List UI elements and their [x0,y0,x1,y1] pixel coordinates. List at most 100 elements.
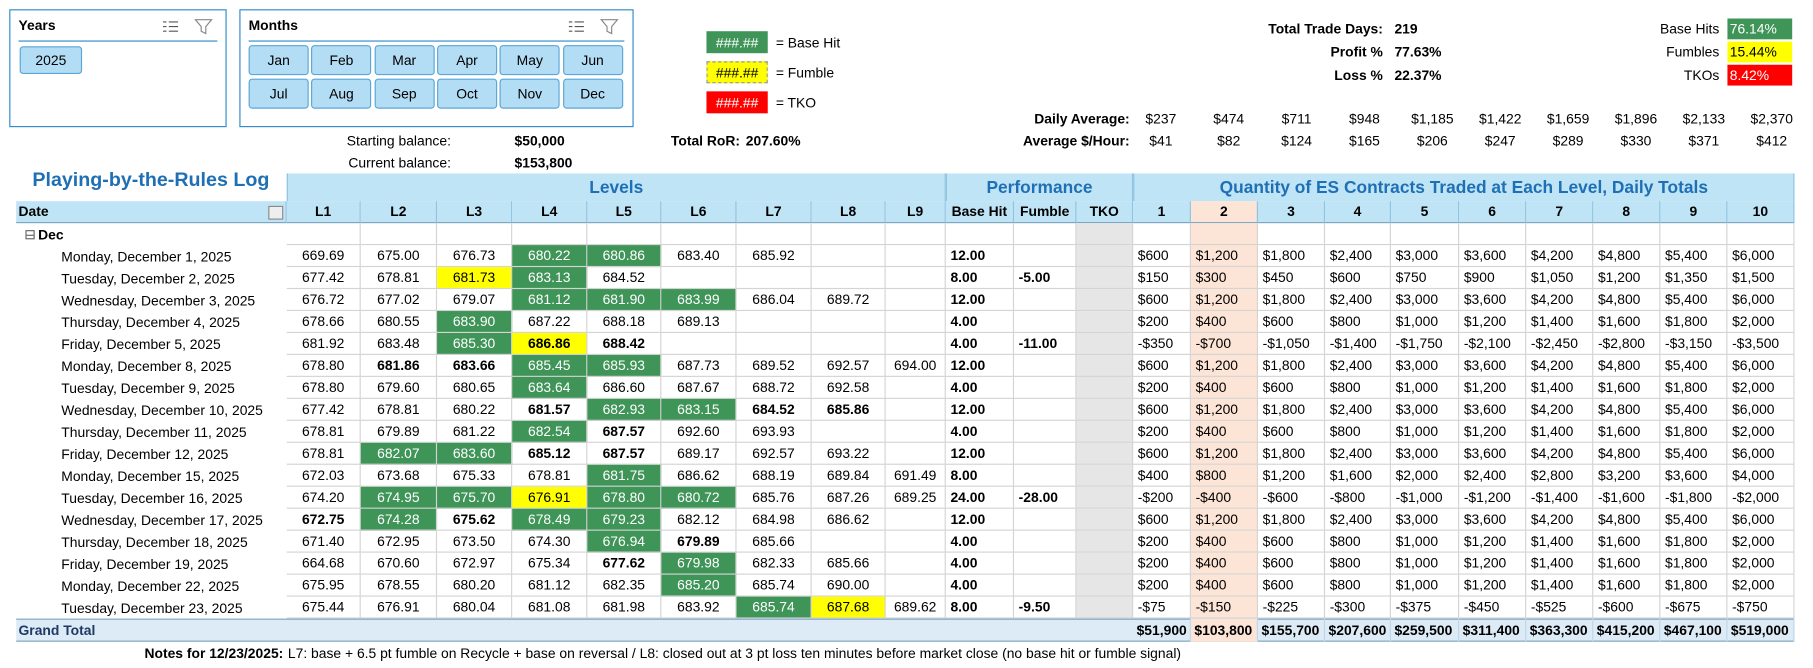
total-cell: -$350 [1133,333,1191,355]
total-cell: $2,000 [1727,376,1795,399]
level-cell: 672.97 [437,552,513,575]
level-cell: 681.86 [360,354,438,377]
level-cell: 672.75 [286,508,361,531]
performance-cell [1014,442,1077,465]
performance-cell [1076,574,1134,597]
total-cell: $600 [1258,420,1326,443]
row-date: Wednesday, December 17, 2025 [61,511,263,528]
filter-button[interactable] [268,205,284,220]
performance-cell [1014,311,1077,333]
notes-label: Notes for 12/23/2025: [144,645,284,662]
total-cell: $600 [1133,398,1191,421]
total-cell: $6,000 [1727,398,1795,421]
performance-cell: 12.00 [945,245,1015,268]
performance-cell [1076,508,1134,531]
slicer-button[interactable]: 2025 [19,46,83,74]
total-cell: $3,600 [1660,464,1728,487]
average-value: $330 [1620,132,1652,150]
level-cell: 664.68 [286,552,361,575]
total-cell: $400 [1190,311,1258,333]
slicer-button[interactable]: Sep [374,78,435,109]
level-cell: 682.93 [587,398,662,421]
level-cell [885,333,946,355]
total-cell: -$75 [1133,596,1191,619]
level-cell: 686.86 [512,333,588,355]
row-date: Monday, December 15, 2025 [61,467,240,484]
total-cell: $4,800 [1593,508,1661,531]
total-cell: -$200 [1133,486,1191,509]
performance-cell [1076,486,1134,509]
performance-cell [1076,354,1134,377]
performance-cell: 4.00 [945,333,1015,355]
total-cell: $900 [1459,267,1527,290]
slicer-button[interactable]: Jun [562,45,623,76]
row-date: Thursday, December 4, 2025 [61,313,240,331]
stat-value: 77.63% [1394,43,1442,61]
total-cell: $1,500 [1727,267,1795,290]
slicer-button[interactable]: Jul [248,78,309,109]
average-value: $412 [1756,132,1788,150]
column-header: Fumble [1014,201,1077,224]
total-cell: $1,800 [1258,398,1326,421]
stat-value: 219 [1394,20,1418,37]
level-cell: 683.15 [661,398,737,421]
level-cell: 683.99 [661,289,737,312]
grand-total-value: $415,200 [1593,618,1661,642]
column-header: L7 [736,201,812,224]
slicer-button[interactable]: Dec [562,78,623,109]
cell [1390,223,1460,246]
total-cell: $2,400 [1325,508,1391,531]
level-cell: 679.98 [661,552,737,575]
average-value: $2,133 [1682,111,1726,128]
level-cell [885,289,946,312]
average-value: $237 [1145,111,1177,128]
level-cell: 685.66 [811,552,886,575]
slicer-button[interactable]: Mar [374,45,435,76]
total-cell: -$1,200 [1459,486,1527,509]
total-cell: $1,200 [1190,442,1258,465]
level-cell: 689.13 [661,311,737,333]
level-cell: 680.55 [360,311,438,333]
slicer-button[interactable]: Feb [311,45,372,76]
slicer-button[interactable]: Oct [436,78,498,109]
legend-swatch: ###.## [706,61,768,84]
total-cell: $3,600 [1459,289,1527,312]
collapse-toggle[interactable] [25,230,35,240]
average-value: $41 [1149,132,1173,150]
level-cell: 683.92 [661,596,737,619]
slicer-button[interactable]: Jan [248,45,309,76]
slicer-button[interactable]: May [499,45,560,76]
total-cell: $2,000 [1390,464,1460,487]
level-cell: 687.68 [811,596,886,619]
level-cell: 678.66 [286,311,361,333]
total-cell: $600 [1133,289,1191,312]
performance-cell: 8.00 [945,267,1015,290]
total-cell: $600 [1258,530,1326,553]
level-cell [661,267,737,290]
slicer-button[interactable]: Nov [499,78,560,109]
total-cell: $400 [1190,530,1258,553]
performance-cell [1076,289,1134,312]
slicer-button[interactable]: Apr [436,45,498,76]
total-cell: -$3,500 [1727,333,1795,355]
level-cell: 685.20 [661,574,737,597]
performance-cell [1076,552,1134,575]
total-cell: $2,000 [1727,420,1795,443]
performance-cell [1076,398,1134,421]
total-cell: -$375 [1390,596,1460,619]
row-date: Tuesday, December 23, 2025 [61,599,243,616]
row-date: Tuesday, December 9, 2025 [61,379,235,397]
performance-cell: 24.00 [945,486,1015,509]
slicer-button[interactable]: Aug [311,78,372,109]
cell [1076,223,1134,246]
total-cell: $6,000 [1727,289,1795,312]
level-cell [736,267,812,290]
level-cell [885,442,946,465]
performance-cell [1014,552,1077,575]
average-value: $1,896 [1614,111,1658,128]
total-cell: $2,400 [1459,464,1527,487]
grand-total-value: $103,800 [1190,618,1258,642]
total-cell: $1,400 [1526,311,1594,333]
level-cell: 679.07 [437,289,513,312]
level-cell: 687.67 [661,376,737,399]
